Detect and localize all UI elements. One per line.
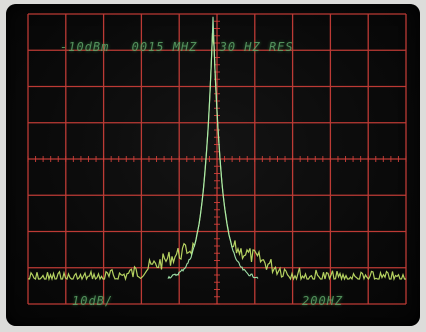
reference-level: -10dBm (60, 40, 110, 54)
crt-screen: -10dBm 0015 MHZ 30 HZ RES 10dB/ 200HZ (6, 4, 420, 326)
center-frequency: 0015 MHZ (131, 40, 198, 54)
top-readout: -10dBm 0015 MHZ 30 HZ RES (60, 40, 308, 54)
horizontal-scale: 200HZ (302, 294, 344, 308)
resolution-bandwidth: 30 HZ RES (219, 40, 294, 54)
graticule (27, 13, 407, 305)
vertical-scale: 10dB/ (72, 294, 114, 308)
signal-peak-trace (167, 16, 259, 279)
